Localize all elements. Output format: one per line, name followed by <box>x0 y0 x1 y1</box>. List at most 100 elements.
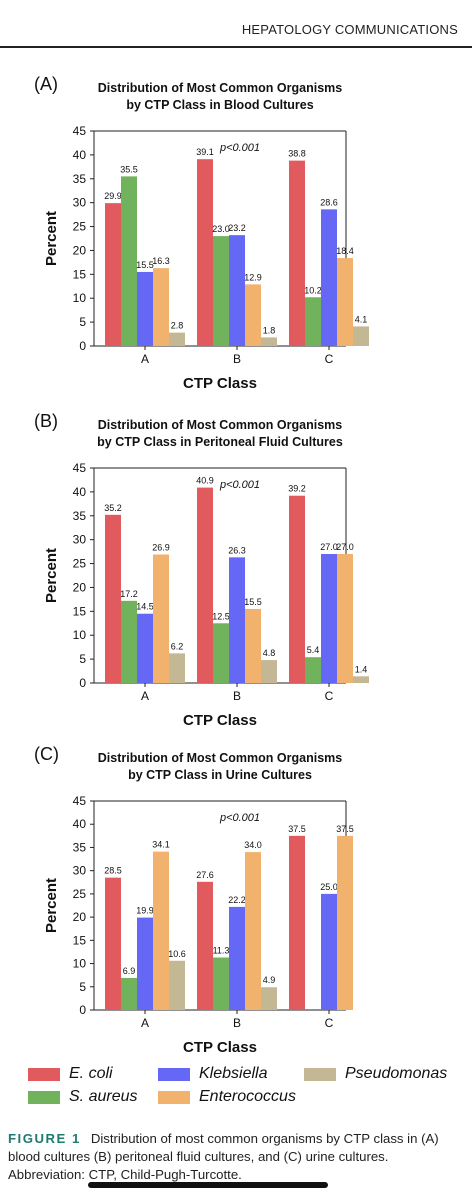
bar-value-label: 11.3 <box>213 946 230 956</box>
y-tick-label: 15 <box>73 604 87 618</box>
y-tick-label: 10 <box>73 291 87 305</box>
p-value-annotation: p<0.001 <box>219 812 260 824</box>
y-tick-label: 25 <box>73 557 87 571</box>
x-tick-label: C <box>325 689 334 703</box>
legend-item-s-aureus: S. aureus <box>28 1087 137 1107</box>
bar-value-label: 6.9 <box>123 966 136 976</box>
bar-value-label: 28.6 <box>320 197 338 207</box>
bar-value-label: 5.4 <box>307 645 320 655</box>
legend-label: Klebsiella <box>199 1065 268 1082</box>
bar-e-coli-A <box>105 514 121 683</box>
bar-value-label: 35.5 <box>120 164 138 174</box>
legend-item-klebsiella: Klebsiella <box>158 1064 267 1084</box>
x-tick-label: A <box>141 689 149 703</box>
y-tick-label: 0 <box>79 339 86 353</box>
y-tick-label: 20 <box>73 243 87 257</box>
bar-pseudomonas-B <box>261 987 277 1010</box>
bar-value-label: 4.9 <box>263 975 276 985</box>
bar-klebsiella-A <box>137 917 153 1010</box>
x-tick-label: B <box>233 689 241 703</box>
chart-panel-b: (B) Distribution of Most Common Organism… <box>0 411 472 741</box>
p-value-annotation: p<0.001 <box>219 142 260 154</box>
scroll-indicator[interactable] <box>88 1182 328 1188</box>
bar-value-label: 10.2 <box>304 285 322 295</box>
bar-e-coli-B <box>197 159 213 346</box>
bar-klebsiella-B <box>229 235 245 346</box>
bar-value-label: 14.5 <box>136 602 154 612</box>
legend-label: Pseudomonas <box>345 1065 448 1082</box>
bar-e-coli-C <box>289 495 305 683</box>
bar-s-aureus-B <box>213 623 229 683</box>
y-tick-label: 30 <box>73 864 87 878</box>
bar-enterococcus-B <box>245 284 261 346</box>
chart-title: by CTP Class in Blood Cultures <box>126 98 313 112</box>
bar-value-label: 25.0 <box>320 882 338 892</box>
y-tick-label: 5 <box>79 980 86 994</box>
bar-value-label: 26.9 <box>152 542 170 552</box>
bar-value-label: 38.8 <box>288 149 306 159</box>
bar-enterococcus-C <box>337 554 353 683</box>
bar-value-label: 37.5 <box>288 824 306 834</box>
bar-enterococcus-C <box>337 835 353 1010</box>
bar-value-label: 17.2 <box>120 589 138 599</box>
y-tick-label: 45 <box>73 794 87 808</box>
caption-text: Distribution of most common organisms by… <box>8 1131 439 1182</box>
bar-klebsiella-C <box>321 893 337 1010</box>
bar-enterococcus-B <box>245 608 261 683</box>
bar-e-coli-C <box>289 160 305 346</box>
bar-pseudomonas-A <box>169 960 185 1010</box>
bar-value-label: 37.5 <box>336 824 354 834</box>
bar-s-aureus-B <box>213 236 229 346</box>
x-axis-title: CTP Class <box>183 375 257 392</box>
bar-enterococcus-B <box>245 852 261 1010</box>
bar-value-label: 4.8 <box>263 648 276 658</box>
bar-e-coli-B <box>197 487 213 683</box>
bar-s-aureus-C <box>305 657 321 683</box>
bar-pseudomonas-C <box>353 676 369 683</box>
panel-label: (A) <box>34 74 58 94</box>
legend-swatch <box>28 1090 60 1104</box>
bar-s-aureus-A <box>121 176 137 346</box>
y-tick-label: 35 <box>73 172 87 186</box>
y-axis-title: Percent <box>43 548 60 603</box>
bar-value-label: 4.1 <box>355 314 368 324</box>
bar-value-label: 27.0 <box>336 542 354 552</box>
y-tick-label: 20 <box>73 580 87 594</box>
bar-chart-peritoneal-fluid-cultures: Distribution of Most Common Organisms by … <box>43 418 369 729</box>
y-tick-label: 5 <box>79 315 86 329</box>
bar-klebsiella-C <box>321 554 337 683</box>
legend-item-pseudomonas: Pseudomonas <box>304 1064 447 1084</box>
bar-s-aureus-A <box>121 600 137 683</box>
bar-value-label: 26.3 <box>228 545 246 555</box>
bar-pseudomonas-B <box>261 337 277 346</box>
bar-chart-blood-cultures: Distribution of Most Common Organisms by … <box>43 81 369 392</box>
bar-value-label: 34.1 <box>152 840 170 850</box>
bar-pseudomonas-C <box>353 326 369 346</box>
y-tick-label: 25 <box>73 220 87 234</box>
panel-label: (C) <box>34 744 59 764</box>
journal-header: HEPATOLOGY COMMUNICATIONS <box>0 0 472 48</box>
figure-caption: FIGURE 1 Distribution of most common orga… <box>8 1130 462 1184</box>
y-tick-label: 30 <box>73 533 87 547</box>
bar-value-label: 27.6 <box>196 870 214 880</box>
bar-value-label: 22.2 <box>228 895 246 905</box>
legend-item-e-coli: E. coli <box>28 1064 113 1084</box>
bar-value-label: 40.9 <box>196 476 214 486</box>
legend-label: S. aureus <box>69 1088 138 1105</box>
bar-value-label: 10.6 <box>168 949 186 959</box>
bar-klebsiella-B <box>229 906 245 1010</box>
x-axis-title: CTP Class <box>183 1039 257 1056</box>
y-tick-label: 35 <box>73 840 87 854</box>
y-tick-label: 40 <box>73 485 87 499</box>
y-tick-label: 0 <box>79 676 86 690</box>
legend-label: Enterococcus <box>199 1088 296 1105</box>
bar-value-label: 12.9 <box>244 272 262 282</box>
journal-name: HEPATOLOGY COMMUNICATIONS <box>241 22 458 37</box>
y-axis-title: Percent <box>43 211 60 266</box>
bar-value-label: 1.8 <box>263 325 276 335</box>
chart-panel-a: (A) Distribution of Most Common Organism… <box>0 74 472 404</box>
x-tick-label: B <box>233 352 241 366</box>
bar-value-label: 39.1 <box>196 147 214 157</box>
x-tick-label: B <box>233 1016 241 1030</box>
bar-s-aureus-A <box>121 977 137 1010</box>
